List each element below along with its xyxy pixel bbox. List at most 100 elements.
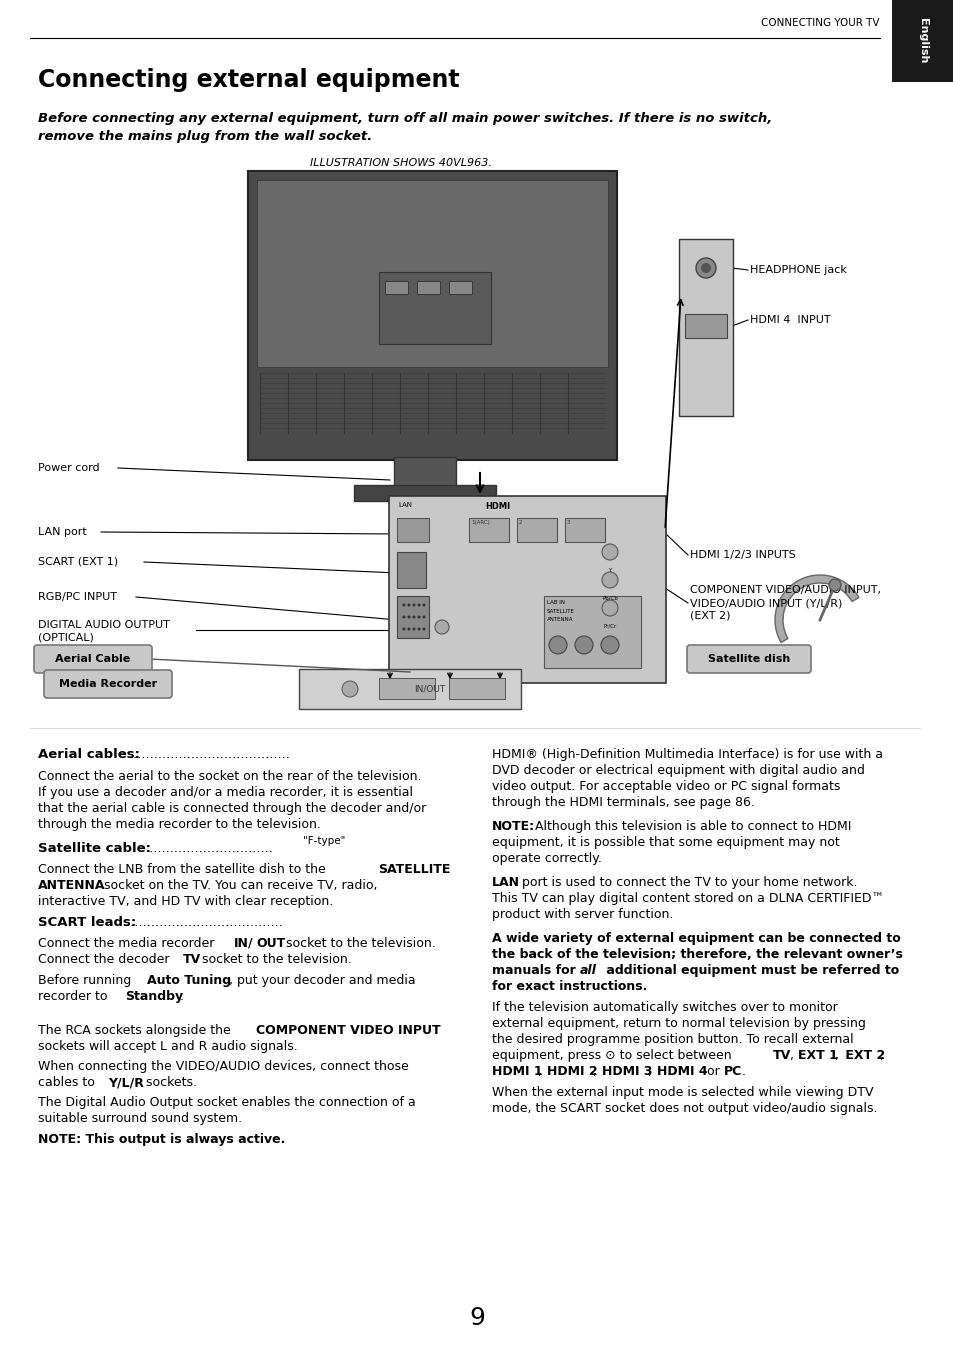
Text: "F-type": "F-type" [303,836,345,846]
Text: equipment, press ⊙ to select between: equipment, press ⊙ to select between [492,1049,735,1063]
Text: Power cord: Power cord [38,462,99,473]
Text: SCART (EXT 1): SCART (EXT 1) [38,557,118,566]
Circle shape [828,579,841,591]
Circle shape [417,615,420,618]
Text: .: . [180,990,184,1003]
Text: 9: 9 [469,1306,484,1330]
Text: port is used to connect the TV to your home network.: port is used to connect the TV to your h… [517,876,857,890]
Text: ,: , [593,1065,600,1078]
Text: HDMI 3: HDMI 3 [601,1065,652,1078]
Text: EXT 1: EXT 1 [797,1049,837,1063]
Text: ILLUSTRATION SHOWS 40VL963.: ILLUSTRATION SHOWS 40VL963. [310,158,492,168]
FancyBboxPatch shape [449,677,505,699]
Circle shape [407,627,410,630]
Text: This TV can play digital content stored on a DLNA CERTIFIED™: This TV can play digital content stored … [492,892,883,904]
Circle shape [696,258,716,279]
Text: 1(ARC): 1(ARC) [471,521,489,525]
Text: DVD decoder or electrical equipment with digital audio and: DVD decoder or electrical equipment with… [492,764,864,777]
Text: Y/L/R: Y/L/R [108,1076,144,1088]
Text: (OPTICAL): (OPTICAL) [38,633,93,644]
Text: socket to the television.: socket to the television. [282,937,436,950]
Text: or: or [702,1065,723,1078]
Text: TV: TV [772,1049,790,1063]
Text: COMPONENT VIDEO INPUT: COMPONENT VIDEO INPUT [255,1023,440,1037]
Text: mode, the SCART socket does not output video/audio signals.: mode, the SCART socket does not output v… [492,1102,877,1115]
FancyBboxPatch shape [684,314,726,338]
Text: product with server function.: product with server function. [492,909,673,921]
Text: Standby: Standby [125,990,183,1003]
Circle shape [417,603,420,607]
Text: IN: IN [233,937,249,950]
FancyBboxPatch shape [679,239,732,416]
Text: Satellite dish: Satellite dish [707,654,789,664]
Text: SATELLITE: SATELLITE [377,863,450,876]
Text: ,: , [647,1065,656,1078]
Text: all: all [579,964,597,977]
Text: .......................................: ....................................... [130,748,291,761]
Text: the desired programme position button. To recall external: the desired programme position button. T… [492,1033,853,1046]
Circle shape [700,264,710,273]
Text: TV: TV [183,953,201,965]
FancyBboxPatch shape [517,518,557,542]
Text: video output. For acceptable video or PC signal formats: video output. For acceptable video or PC… [492,780,840,794]
Text: HDMI® (High-Definition Multimedia Interface) is for use with a: HDMI® (High-Definition Multimedia Interf… [492,748,882,761]
Text: , put your decoder and media: , put your decoder and media [229,973,416,987]
Text: Connect the aerial to the socket on the rear of the television.: Connect the aerial to the socket on the … [38,771,421,783]
Text: NOTE:: NOTE: [492,821,535,833]
Text: suitable surround sound system.: suitable surround sound system. [38,1111,242,1125]
Text: sockets.: sockets. [142,1076,196,1088]
Text: PC: PC [723,1065,741,1078]
FancyBboxPatch shape [34,645,152,673]
Text: When connecting the VIDEO/AUDIO devices, connect those: When connecting the VIDEO/AUDIO devices,… [38,1060,408,1073]
FancyBboxPatch shape [256,180,607,366]
Text: Y: Y [608,568,611,573]
Text: Before running: Before running [38,973,135,987]
Text: ,: , [879,1049,883,1063]
Circle shape [407,603,410,607]
FancyBboxPatch shape [564,518,604,542]
Text: RGB/PC INPUT: RGB/PC INPUT [38,592,117,602]
Text: If the television automatically switches over to monitor: If the television automatically switches… [492,1000,837,1014]
Text: HDMI: HDMI [484,502,510,511]
FancyBboxPatch shape [394,457,456,487]
Text: DIGITAL AUDIO OUTPUT: DIGITAL AUDIO OUTPUT [38,621,170,630]
Text: When the external input mode is selected while viewing DTV: When the external input mode is selected… [492,1086,873,1099]
Text: 3: 3 [566,521,570,525]
Text: HDMI 4: HDMI 4 [657,1065,707,1078]
Circle shape [402,615,405,618]
Text: the back of the television; therefore, the relevant owner’s: the back of the television; therefore, t… [492,948,902,961]
Text: Connect the decoder: Connect the decoder [38,953,173,965]
Circle shape [422,627,425,630]
Text: ...............................: ............................... [146,842,274,854]
Circle shape [341,681,357,698]
Circle shape [601,600,618,617]
FancyBboxPatch shape [396,518,429,542]
Text: Pr/Cr: Pr/Cr [602,625,616,629]
Text: HEADPHONE jack: HEADPHONE jack [749,265,846,274]
Circle shape [412,627,416,630]
Text: external equipment, return to normal television by pressing: external equipment, return to normal tel… [492,1017,865,1030]
Text: ,: , [789,1049,797,1063]
Text: through the HDMI terminals, see page 86.: through the HDMI terminals, see page 86. [492,796,754,808]
Text: SATELLITE: SATELLITE [546,608,575,614]
Circle shape [600,635,618,654]
Text: ANTENNA: ANTENNA [38,879,106,892]
Text: OUT: OUT [255,937,285,950]
Text: ,: , [834,1049,838,1063]
Text: NOTE: This output is always active.: NOTE: This output is always active. [38,1133,285,1146]
Text: A wide variety of external equipment can be connected to: A wide variety of external equipment can… [492,932,900,945]
Text: ,: , [537,1065,545,1078]
FancyBboxPatch shape [385,280,408,293]
Text: Auto Tuning: Auto Tuning [147,973,231,987]
FancyBboxPatch shape [379,677,435,699]
Text: through the media recorder to the television.: through the media recorder to the televi… [38,818,320,831]
FancyBboxPatch shape [543,596,640,668]
Wedge shape [774,575,858,642]
Circle shape [422,603,425,607]
Text: equipment, it is possible that some equipment may not: equipment, it is possible that some equi… [492,836,839,849]
Text: .......................................: ....................................... [123,917,284,929]
Text: The RCA sockets alongside the: The RCA sockets alongside the [38,1023,234,1037]
Text: remove the mains plug from the wall socket.: remove the mains plug from the wall sock… [38,130,372,143]
Circle shape [412,615,416,618]
Circle shape [435,621,449,634]
